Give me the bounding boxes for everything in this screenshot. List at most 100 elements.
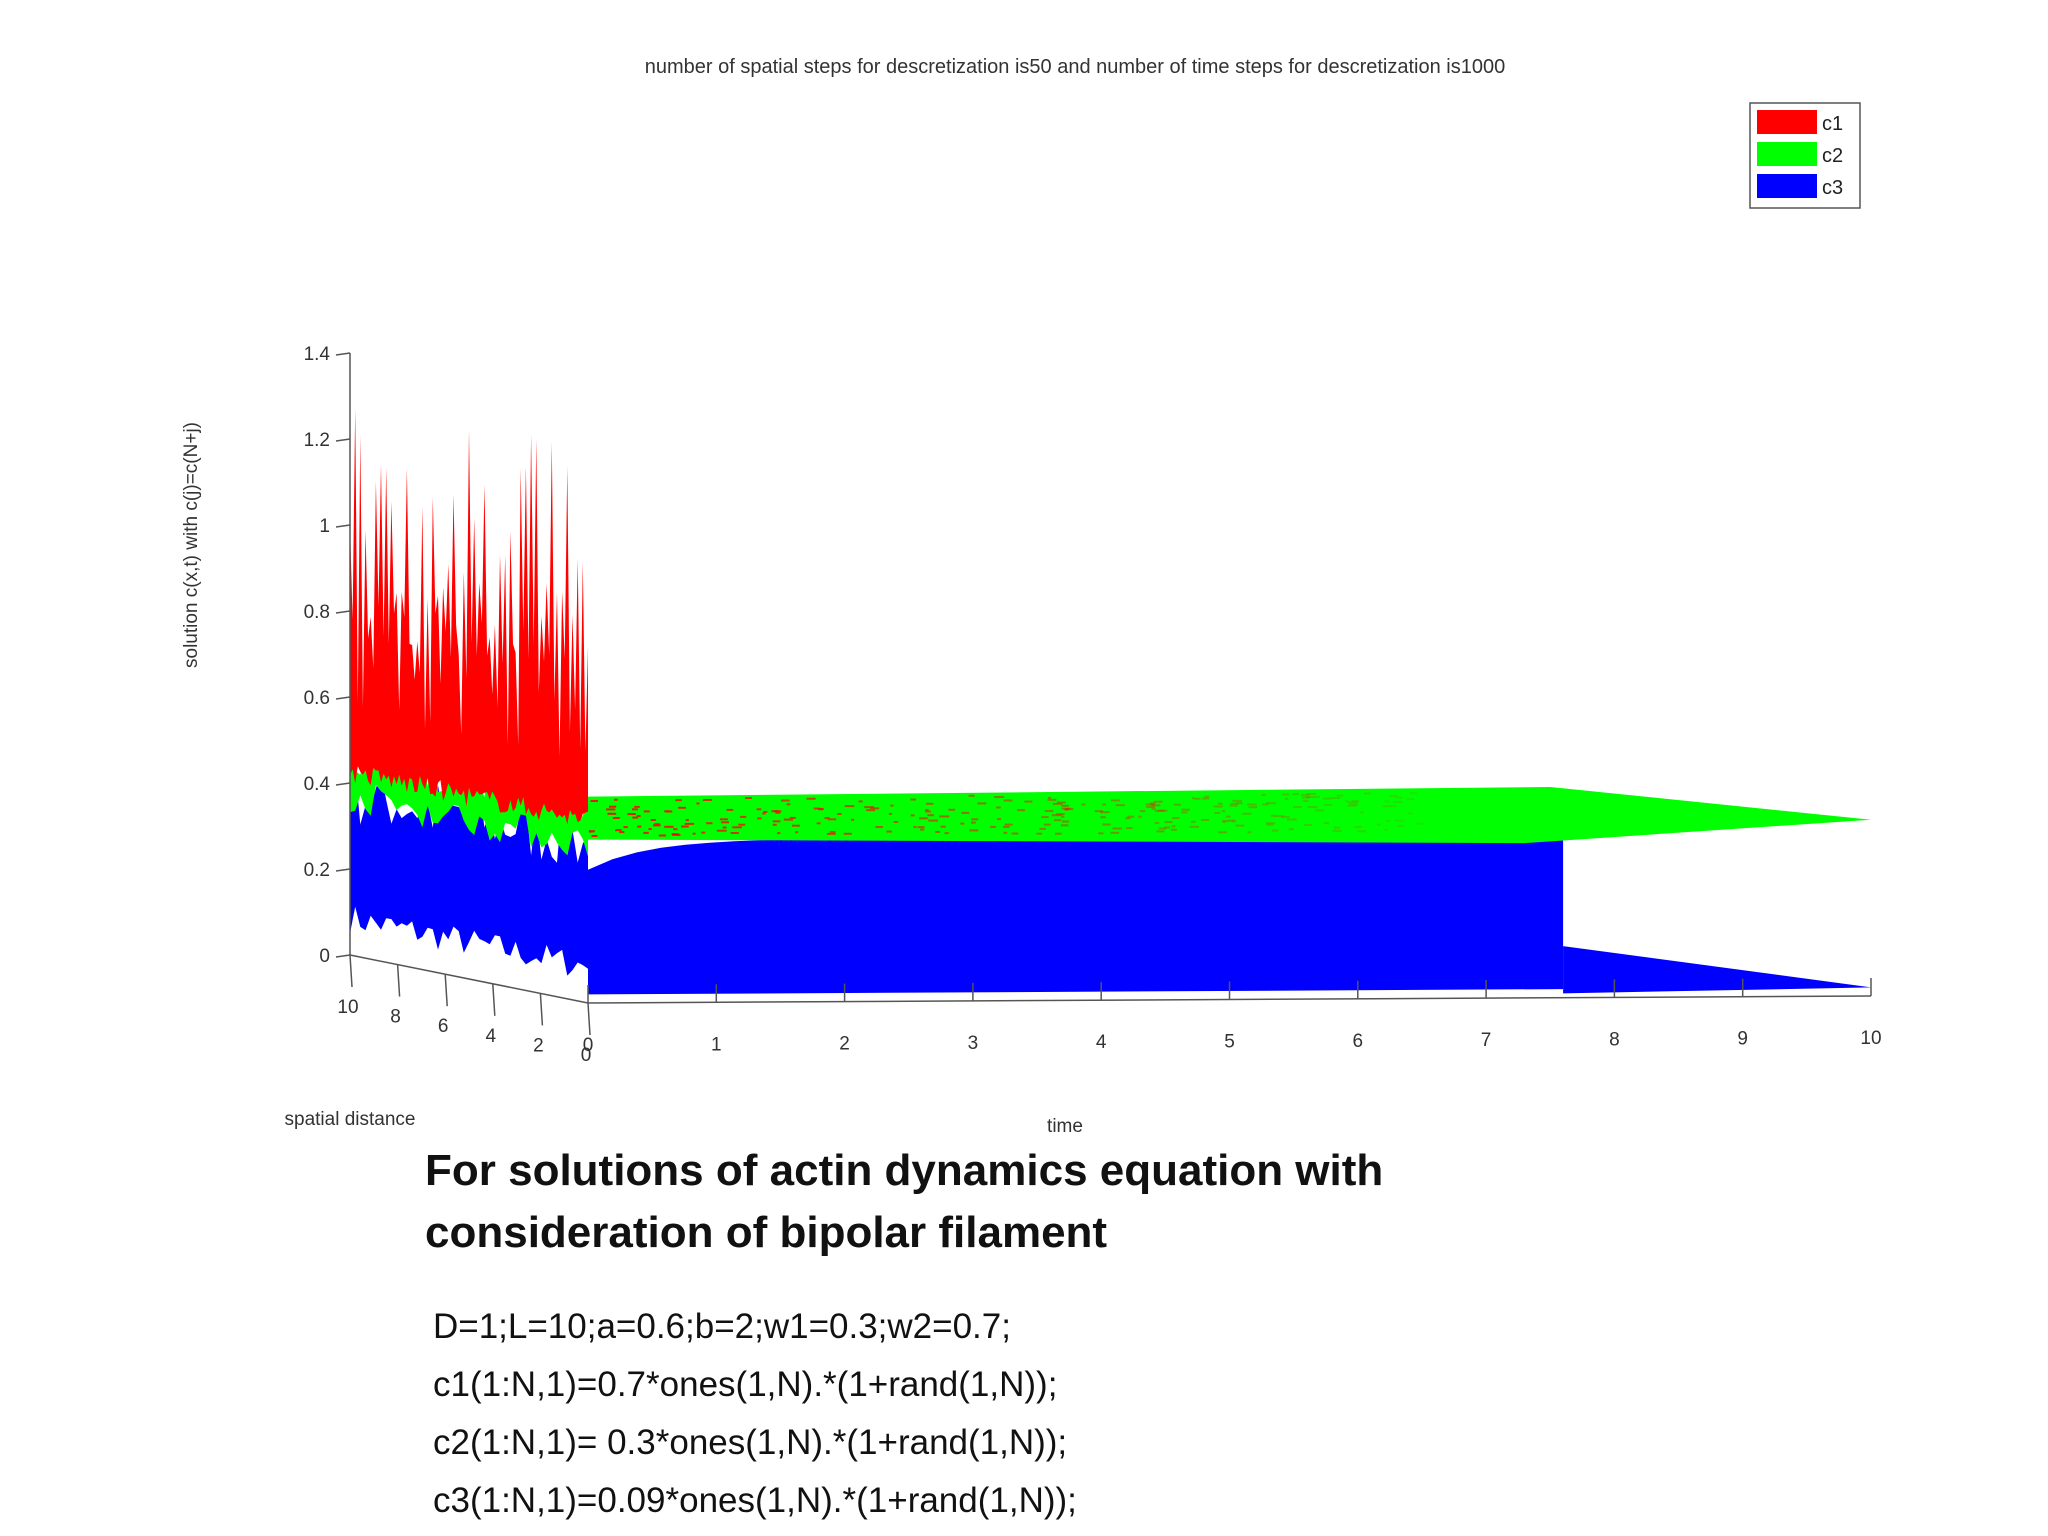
c1-speckle (1217, 802, 1223, 805)
c1-speckle (721, 821, 729, 824)
c3-surface (350, 768, 1564, 995)
c1-speckle (1330, 797, 1341, 799)
c1-speckle (1332, 829, 1342, 832)
c1-speckle (1214, 811, 1221, 814)
c1-speckle (1228, 819, 1235, 822)
c1-speckle (1189, 825, 1200, 828)
parameter-block: D=1;L=10;a=0.6;b=2;w1=0.3;w2=0.7; c1(1:N… (433, 1298, 1733, 1530)
c1-speckle (1222, 821, 1226, 824)
y-tick (587, 1002, 591, 1036)
c1-speckle (1235, 824, 1245, 827)
c1-speckle (772, 823, 777, 826)
c1-speckle (738, 823, 746, 826)
legend-swatch-c1 (1757, 110, 1817, 134)
c1-speckle (1003, 831, 1008, 834)
c1-speckle (777, 832, 781, 835)
c1-speckle (1098, 832, 1104, 835)
c1-speckle (1302, 796, 1311, 799)
c1-speckle (1397, 824, 1405, 827)
c1-speckle (701, 831, 706, 834)
c1-speckle (1406, 798, 1414, 801)
caption-line-2: consideration of bipolar filament (425, 1208, 1108, 1257)
c1-speckle (1231, 820, 1237, 823)
param-line: c3(1:N,1)=0.09*ones(1,N).*(1+rand(1,N)); (433, 1481, 1077, 1520)
c1-speckle (1149, 802, 1156, 805)
c1-speckle (1004, 823, 1013, 826)
c1-speckle (607, 812, 617, 815)
c1-speckle (632, 816, 638, 819)
c1-speckle (1281, 816, 1290, 818)
c1-speckle (875, 826, 883, 828)
caption: For solutions of actin dynamics equation… (425, 1140, 1625, 1264)
c1-speckle (1190, 820, 1196, 823)
c1-speckle (1409, 792, 1418, 795)
c1-speckle (1247, 831, 1252, 834)
c1-speckle (944, 832, 949, 835)
c1-speckle (1061, 804, 1069, 807)
c1-speckle (1102, 823, 1111, 826)
c1-speckle (1056, 813, 1065, 816)
c1-speckle (816, 822, 821, 825)
c1-speckle (1056, 801, 1066, 804)
c1-speckle (890, 804, 894, 807)
c1-speckle (1266, 823, 1274, 826)
c1-speckle (612, 817, 620, 819)
c1-speckle (1324, 803, 1333, 806)
c1-speckle (692, 832, 696, 835)
c1-speckle (1126, 827, 1133, 830)
c1-speckle (588, 830, 593, 833)
c1-speckle (960, 822, 965, 825)
c1-speckle (1200, 819, 1209, 821)
c1-speckle (1363, 792, 1372, 795)
c1-speckle (994, 796, 1005, 798)
c1-speckle (888, 812, 893, 815)
z-tick (335, 610, 351, 614)
c1-speckle (716, 829, 727, 832)
z-tick-label: 0.2 (304, 860, 330, 881)
c1-speckle (643, 831, 649, 834)
c1-speckle (971, 818, 979, 821)
c1-speckle (1153, 800, 1163, 803)
legend-label-c1: c1 (1822, 113, 1843, 135)
c1-speckle (1305, 796, 1316, 798)
c1-speckle (1100, 811, 1110, 814)
c1-speckle (1218, 831, 1227, 834)
c1-speckle (1011, 832, 1019, 835)
y-axis-label: spatial distance (285, 1109, 416, 1130)
c1-speckle (893, 821, 899, 823)
legend: c1 c2 c3 (1749, 102, 1861, 209)
chart-title: number of spatial steps for descretizati… (645, 56, 1505, 78)
c1-speckle (1225, 815, 1231, 818)
c1-speckle (1127, 815, 1135, 818)
c1-speckle (1303, 824, 1312, 826)
c1-speckle (1044, 810, 1054, 812)
c1-speckle (1345, 800, 1349, 803)
c1-speckle (1349, 803, 1359, 806)
c1-speckle (722, 826, 727, 829)
legend-swatch-c2 (1757, 142, 1817, 166)
c1-speckle (1054, 819, 1062, 822)
c1-speckle (1396, 796, 1403, 799)
c1-speckle (990, 825, 997, 828)
y-tick (539, 993, 544, 1026)
c1-speckle (910, 814, 915, 817)
c1-speckle (969, 829, 979, 832)
c1-speckle (977, 802, 987, 805)
c1-speckle (1382, 805, 1390, 808)
c1-speckle (789, 816, 796, 819)
c2-steady-sheet (588, 787, 1871, 844)
c1-speckle (919, 817, 928, 820)
c1-speckle (730, 832, 739, 834)
legend-swatch-c3 (1757, 174, 1817, 198)
c1-speckle (1100, 816, 1106, 819)
c1-speckle (634, 805, 640, 808)
c1-speckle (783, 818, 794, 821)
x-tick-label: 7 (1481, 1030, 1492, 1051)
c1-speckle (1288, 828, 1294, 831)
c1-speckle (1265, 822, 1276, 825)
c1-speckle (813, 807, 820, 810)
c1-speckle (623, 826, 628, 829)
z-tick (335, 696, 351, 700)
c1-speckle (925, 809, 929, 812)
c1-speckle (1064, 808, 1069, 811)
